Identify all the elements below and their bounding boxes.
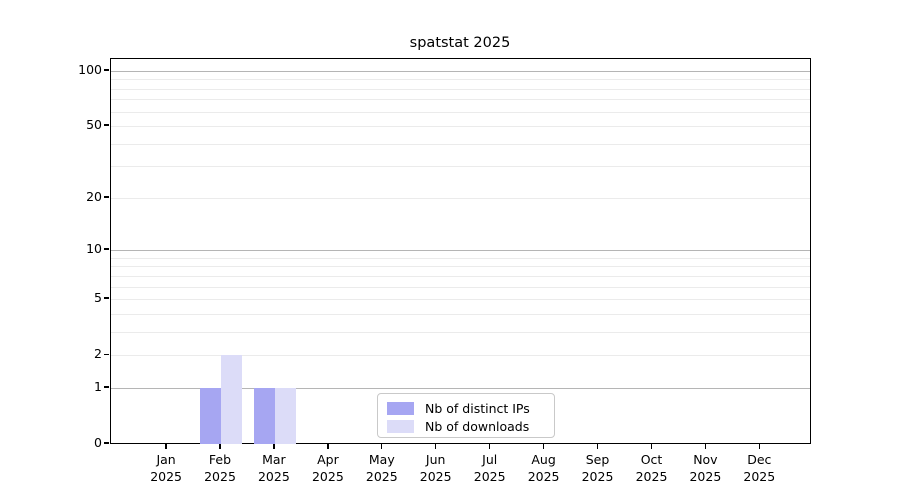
y-tick-mark-50 [104, 124, 109, 126]
x-tick-month: Feb [208, 452, 232, 467]
x-tick-month: Jul [482, 452, 498, 467]
x-tick-month: Oct [640, 452, 663, 467]
y-tick-mark-5 [104, 297, 109, 299]
x-tick-mark-may [381, 444, 383, 449]
y-tick-label-0: 0 [94, 435, 102, 450]
y-tick-label-5: 5 [94, 290, 102, 306]
x-tick-label-jan: Jan 2025 [134, 452, 198, 485]
x-tick-month: Apr [317, 452, 339, 467]
x-tick-label-nov: Nov 2025 [673, 452, 737, 485]
x-tick-label-sep: Sep 2025 [566, 452, 630, 485]
legend-label-distinct-ips: Nb of distinct IPs [425, 400, 530, 416]
x-tick-month: Aug [531, 452, 556, 467]
minor-gridline [111, 99, 810, 101]
y-tick-mark-1 [104, 386, 109, 388]
x-tick-mark-apr [327, 444, 329, 449]
x-tick-label-mar: Mar 2025 [242, 452, 306, 485]
x-tick-label-oct: Oct 2025 [620, 452, 684, 485]
x-tick-month: Mar [262, 452, 286, 467]
minor-gridline [111, 313, 810, 315]
minor-gridline [111, 197, 810, 199]
x-tick-year: 2025 [743, 468, 776, 484]
plot-area: Nb of distinct IPs Nb of downloads [110, 58, 811, 444]
minor-gridline [111, 331, 810, 333]
bar-distinct-ips-feb [200, 388, 221, 444]
bars-layer [111, 59, 810, 444]
minor-gridline [111, 166, 810, 168]
x-tick-year: 2025 [527, 468, 560, 484]
y-tick-label-100: 100 [78, 61, 102, 77]
x-tick-mark-dec [758, 444, 760, 449]
x-tick-mark-jun [435, 444, 437, 449]
minor-gridline [111, 286, 810, 288]
x-tick-label-aug: Aug 2025 [512, 452, 576, 485]
y-tick-mark-10 [104, 248, 109, 250]
y-tick-label-10: 10 [86, 241, 102, 257]
major-gridline [111, 388, 810, 389]
y-tick-mark-0 [104, 442, 109, 444]
bar-downloads-feb [221, 355, 242, 444]
y-tick-label-20: 20 [86, 188, 102, 204]
x-tick-month: Dec [747, 452, 772, 467]
x-tick-year: 2025 [204, 468, 236, 484]
y-tick-label-2: 2 [94, 346, 102, 362]
x-tick-mark-aug [542, 444, 545, 449]
x-tick-month: Jun [425, 452, 446, 467]
x-tick-month: May [368, 452, 395, 467]
x-tick-label-dec: Dec 2025 [727, 452, 791, 485]
x-tick-mark-nov [704, 444, 707, 449]
minor-gridline [111, 88, 810, 90]
minor-gridline [111, 111, 810, 113]
y-tick-mark-2 [104, 353, 109, 355]
legend: Nb of distinct IPs Nb of downloads [377, 393, 555, 438]
legend-label-downloads: Nb of downloads [425, 418, 530, 434]
bar-distinct-ips-mar [253, 388, 275, 444]
x-tick-mark-jan [165, 444, 167, 449]
minor-gridline [111, 266, 810, 268]
legend-swatch-distinct-ips [387, 401, 414, 415]
minor-gridline [111, 126, 810, 128]
x-tick-year: 2025 [689, 468, 722, 484]
minor-gridline [111, 257, 810, 259]
minor-gridline [111, 275, 810, 277]
x-tick-year: 2025 [257, 468, 290, 484]
x-tick-year: 2025 [365, 468, 398, 484]
x-tick-year: 2025 [311, 468, 344, 484]
minor-gridline [111, 355, 810, 357]
x-tick-year: 2025 [635, 468, 668, 484]
x-tick-month: Sep [585, 452, 610, 467]
gridlines-layer [111, 59, 810, 443]
y-tick-mark-20 [104, 196, 109, 198]
minor-gridline [111, 79, 810, 81]
x-tick-year: 2025 [473, 468, 506, 484]
x-tick-month: Jan [156, 452, 176, 467]
chart-title: spatstat 2025 [409, 35, 511, 51]
x-tick-year: 2025 [419, 468, 452, 484]
x-tick-mark-oct [650, 444, 653, 449]
y-tick-label-1: 1 [94, 379, 102, 394]
legend-item-downloads: Nb of downloads [387, 417, 554, 435]
major-gridline [111, 250, 810, 252]
x-tick-mark-mar [273, 444, 275, 449]
x-tick-month: Nov [693, 452, 718, 467]
legend-item-distinct-ips: Nb of distinct IPs [387, 399, 554, 417]
bar-downloads-mar [274, 388, 296, 444]
x-tick-label-jul: Jul 2025 [458, 452, 522, 485]
x-tick-mark-feb [219, 444, 221, 449]
x-tick-year: 2025 [581, 468, 614, 484]
y-tick-label-50: 50 [86, 117, 102, 133]
legend-swatch-downloads [387, 419, 414, 433]
x-tick-year: 2025 [150, 468, 182, 484]
x-tick-label-apr: Apr 2025 [296, 452, 360, 485]
x-tick-label-jun: Jun 2025 [404, 452, 468, 485]
y-tick-mark-100 [104, 69, 109, 71]
minor-gridline [111, 299, 810, 301]
x-tick-mark-sep [596, 444, 599, 449]
minor-gridline [111, 143, 810, 145]
x-tick-label-feb: Feb 2025 [188, 452, 252, 485]
x-tick-label-may: May 2025 [350, 452, 414, 485]
x-tick-mark-jul [489, 444, 491, 449]
major-gridline [111, 70, 810, 72]
